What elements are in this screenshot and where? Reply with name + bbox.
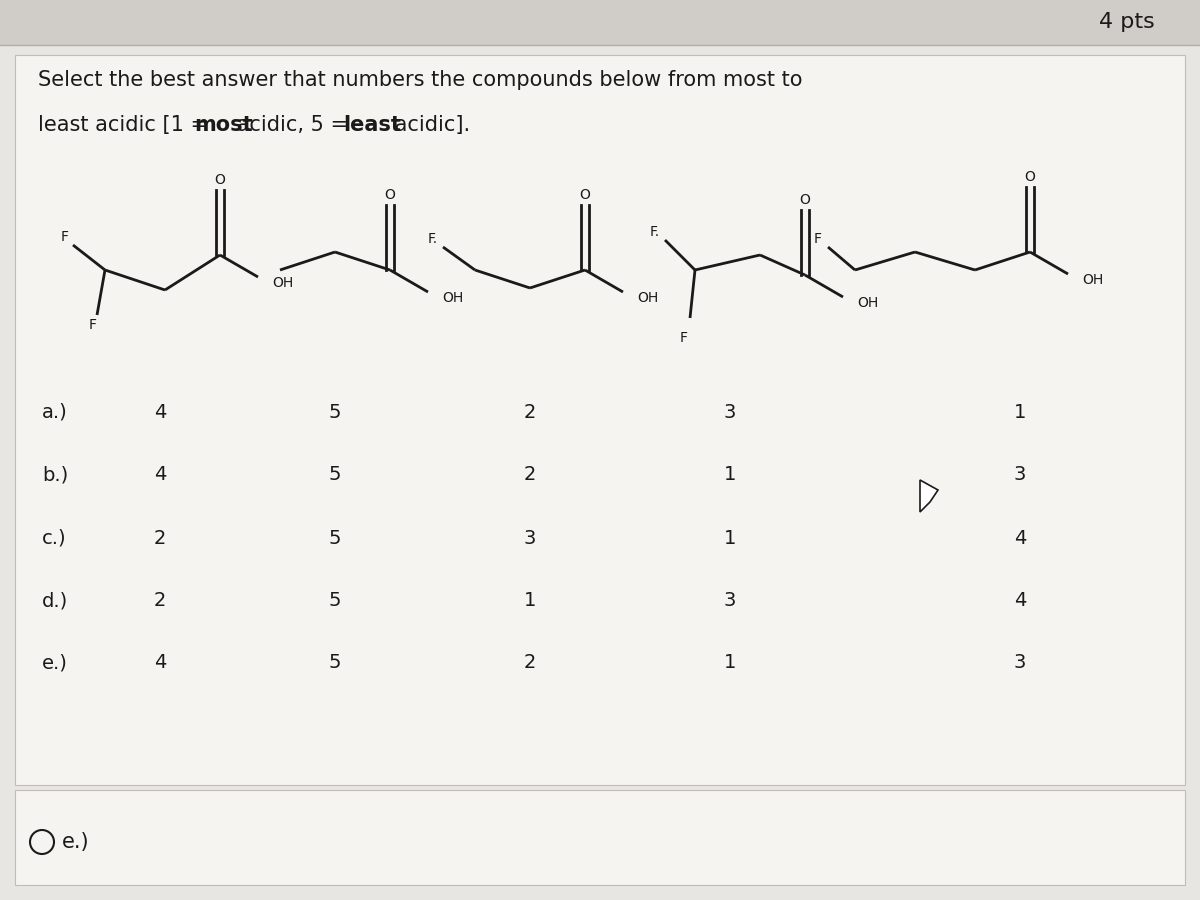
Text: OH: OH <box>637 291 659 305</box>
Text: b.): b.) <box>42 465 68 484</box>
Text: 1: 1 <box>724 653 736 672</box>
Bar <box>0 0 1200 45</box>
Bar <box>14 55 1186 785</box>
Text: F.: F. <box>650 225 660 239</box>
Text: F: F <box>680 331 688 345</box>
Text: 1: 1 <box>724 465 736 484</box>
Text: 4: 4 <box>1014 591 1026 610</box>
Text: least: least <box>343 115 401 135</box>
Text: 1: 1 <box>724 528 736 547</box>
Text: 2: 2 <box>524 653 536 672</box>
Text: e.): e.) <box>42 653 68 672</box>
Text: F: F <box>61 230 70 244</box>
Text: F.: F. <box>428 232 438 246</box>
Text: least acidic [1 =: least acidic [1 = <box>38 115 215 135</box>
Text: 2: 2 <box>524 402 536 421</box>
Text: 3: 3 <box>1014 653 1026 672</box>
Text: 3: 3 <box>1014 465 1026 484</box>
Text: O: O <box>384 188 396 202</box>
Text: 4: 4 <box>1014 528 1026 547</box>
Text: O: O <box>215 173 226 187</box>
Text: 2: 2 <box>154 528 166 547</box>
Text: 1: 1 <box>1014 402 1026 421</box>
Text: 5: 5 <box>329 465 341 484</box>
Text: O: O <box>1025 170 1036 184</box>
Text: 3: 3 <box>724 402 736 421</box>
Text: 5: 5 <box>329 653 341 672</box>
Text: OH: OH <box>1082 273 1103 287</box>
Text: 4: 4 <box>154 465 166 484</box>
Text: 4 pts: 4 pts <box>1099 12 1154 32</box>
Text: OH: OH <box>272 276 293 290</box>
Text: O: O <box>580 188 590 202</box>
Bar <box>14 790 1186 885</box>
Text: 1: 1 <box>524 591 536 610</box>
Text: F: F <box>89 318 97 332</box>
Text: c.): c.) <box>42 528 67 547</box>
Text: 4: 4 <box>154 402 166 421</box>
Text: F: F <box>814 232 822 246</box>
Text: OH: OH <box>857 296 878 310</box>
Text: 2: 2 <box>154 591 166 610</box>
Text: 5: 5 <box>329 591 341 610</box>
Text: 2: 2 <box>524 465 536 484</box>
Text: d.): d.) <box>42 591 68 610</box>
Text: 3: 3 <box>724 591 736 610</box>
Text: a.): a.) <box>42 402 67 421</box>
Text: 3: 3 <box>524 528 536 547</box>
Text: e.): e.) <box>62 832 90 852</box>
Text: Select the best answer that numbers the compounds below from most to: Select the best answer that numbers the … <box>38 70 803 90</box>
Text: most: most <box>194 115 253 135</box>
Text: 5: 5 <box>329 528 341 547</box>
Text: OH: OH <box>442 291 463 305</box>
Text: acidic, 5 =: acidic, 5 = <box>230 115 355 135</box>
Text: O: O <box>799 193 810 207</box>
Polygon shape <box>920 480 938 512</box>
Text: acidic].: acidic]. <box>388 115 470 135</box>
Text: 4: 4 <box>154 653 166 672</box>
Text: 5: 5 <box>329 402 341 421</box>
